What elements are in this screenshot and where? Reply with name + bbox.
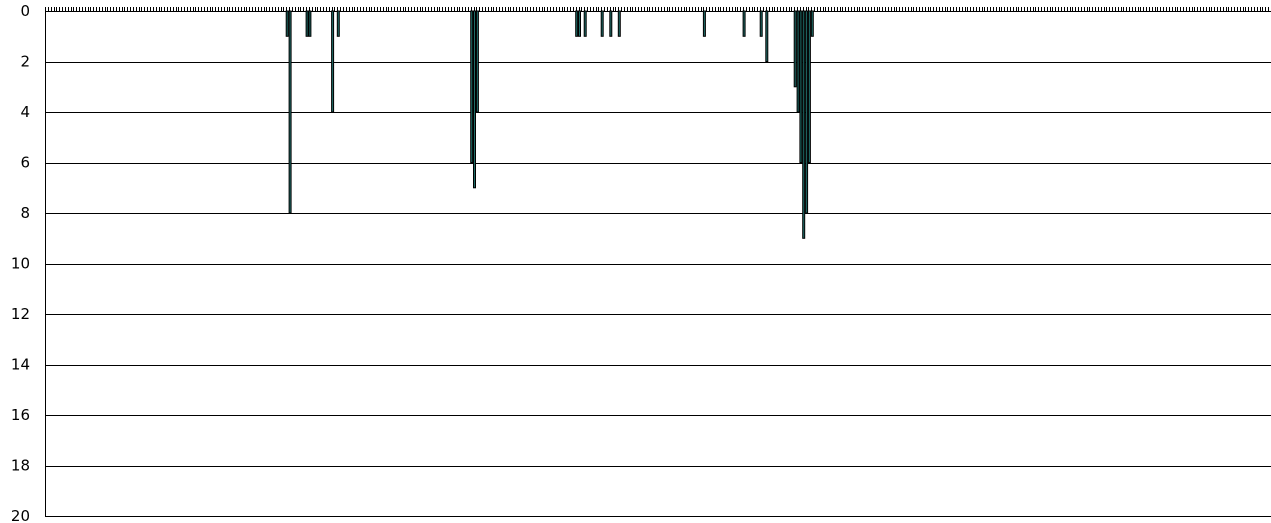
- bar: [336, 10, 340, 37]
- y-tick-label: 0: [20, 2, 30, 20]
- bar: [805, 10, 809, 214]
- bar: [470, 10, 474, 163]
- y-tick-label: 20: [11, 507, 30, 523]
- bar: [702, 10, 706, 37]
- y-tick-label: 12: [11, 305, 30, 323]
- y-tick-label: 16: [11, 406, 30, 424]
- bar: [759, 10, 763, 37]
- bar: [331, 10, 335, 113]
- bar: [600, 10, 604, 37]
- bar: [575, 10, 579, 37]
- bar: [308, 10, 312, 37]
- y-tick-label: 4: [20, 103, 30, 121]
- y-axis-labels: 0 2 4 6 8 10 12 14 16 18 20: [11, 2, 30, 523]
- bar: [807, 10, 811, 163]
- bar: [475, 10, 479, 113]
- bar: [617, 10, 621, 37]
- y-tick-label: 8: [20, 204, 30, 222]
- gridlines: [45, 11, 1271, 517]
- bar: [609, 10, 613, 37]
- bar: [793, 10, 797, 88]
- bar: [288, 10, 292, 214]
- bar: [305, 10, 309, 37]
- y-tick-label: 18: [11, 457, 30, 475]
- bar: [285, 10, 289, 37]
- bar: [799, 10, 803, 163]
- bar: [802, 10, 806, 239]
- y-tick-label: 14: [11, 356, 30, 374]
- bar: [742, 10, 746, 37]
- y-tick-label: 2: [20, 53, 30, 71]
- bar: [473, 10, 476, 189]
- y-tick-label: 6: [20, 154, 30, 172]
- y-tick-label: 10: [11, 255, 30, 273]
- bar: [583, 10, 587, 37]
- bar: [765, 10, 769, 62]
- bar: [796, 10, 800, 113]
- bar: [578, 10, 581, 37]
- bars: [285, 10, 814, 239]
- x-axis-ticks: [45, 7, 1269, 11]
- bar: [810, 10, 814, 37]
